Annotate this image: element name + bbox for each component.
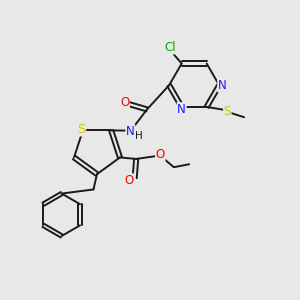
Text: O: O <box>125 174 134 187</box>
Text: N: N <box>126 125 135 138</box>
Text: H: H <box>135 131 143 141</box>
Text: S: S <box>224 105 231 118</box>
Text: N: N <box>177 103 186 116</box>
Text: N: N <box>218 79 226 92</box>
Text: O: O <box>120 96 129 110</box>
Text: O: O <box>156 148 165 161</box>
Text: S: S <box>77 123 86 136</box>
Text: Cl: Cl <box>164 41 176 54</box>
